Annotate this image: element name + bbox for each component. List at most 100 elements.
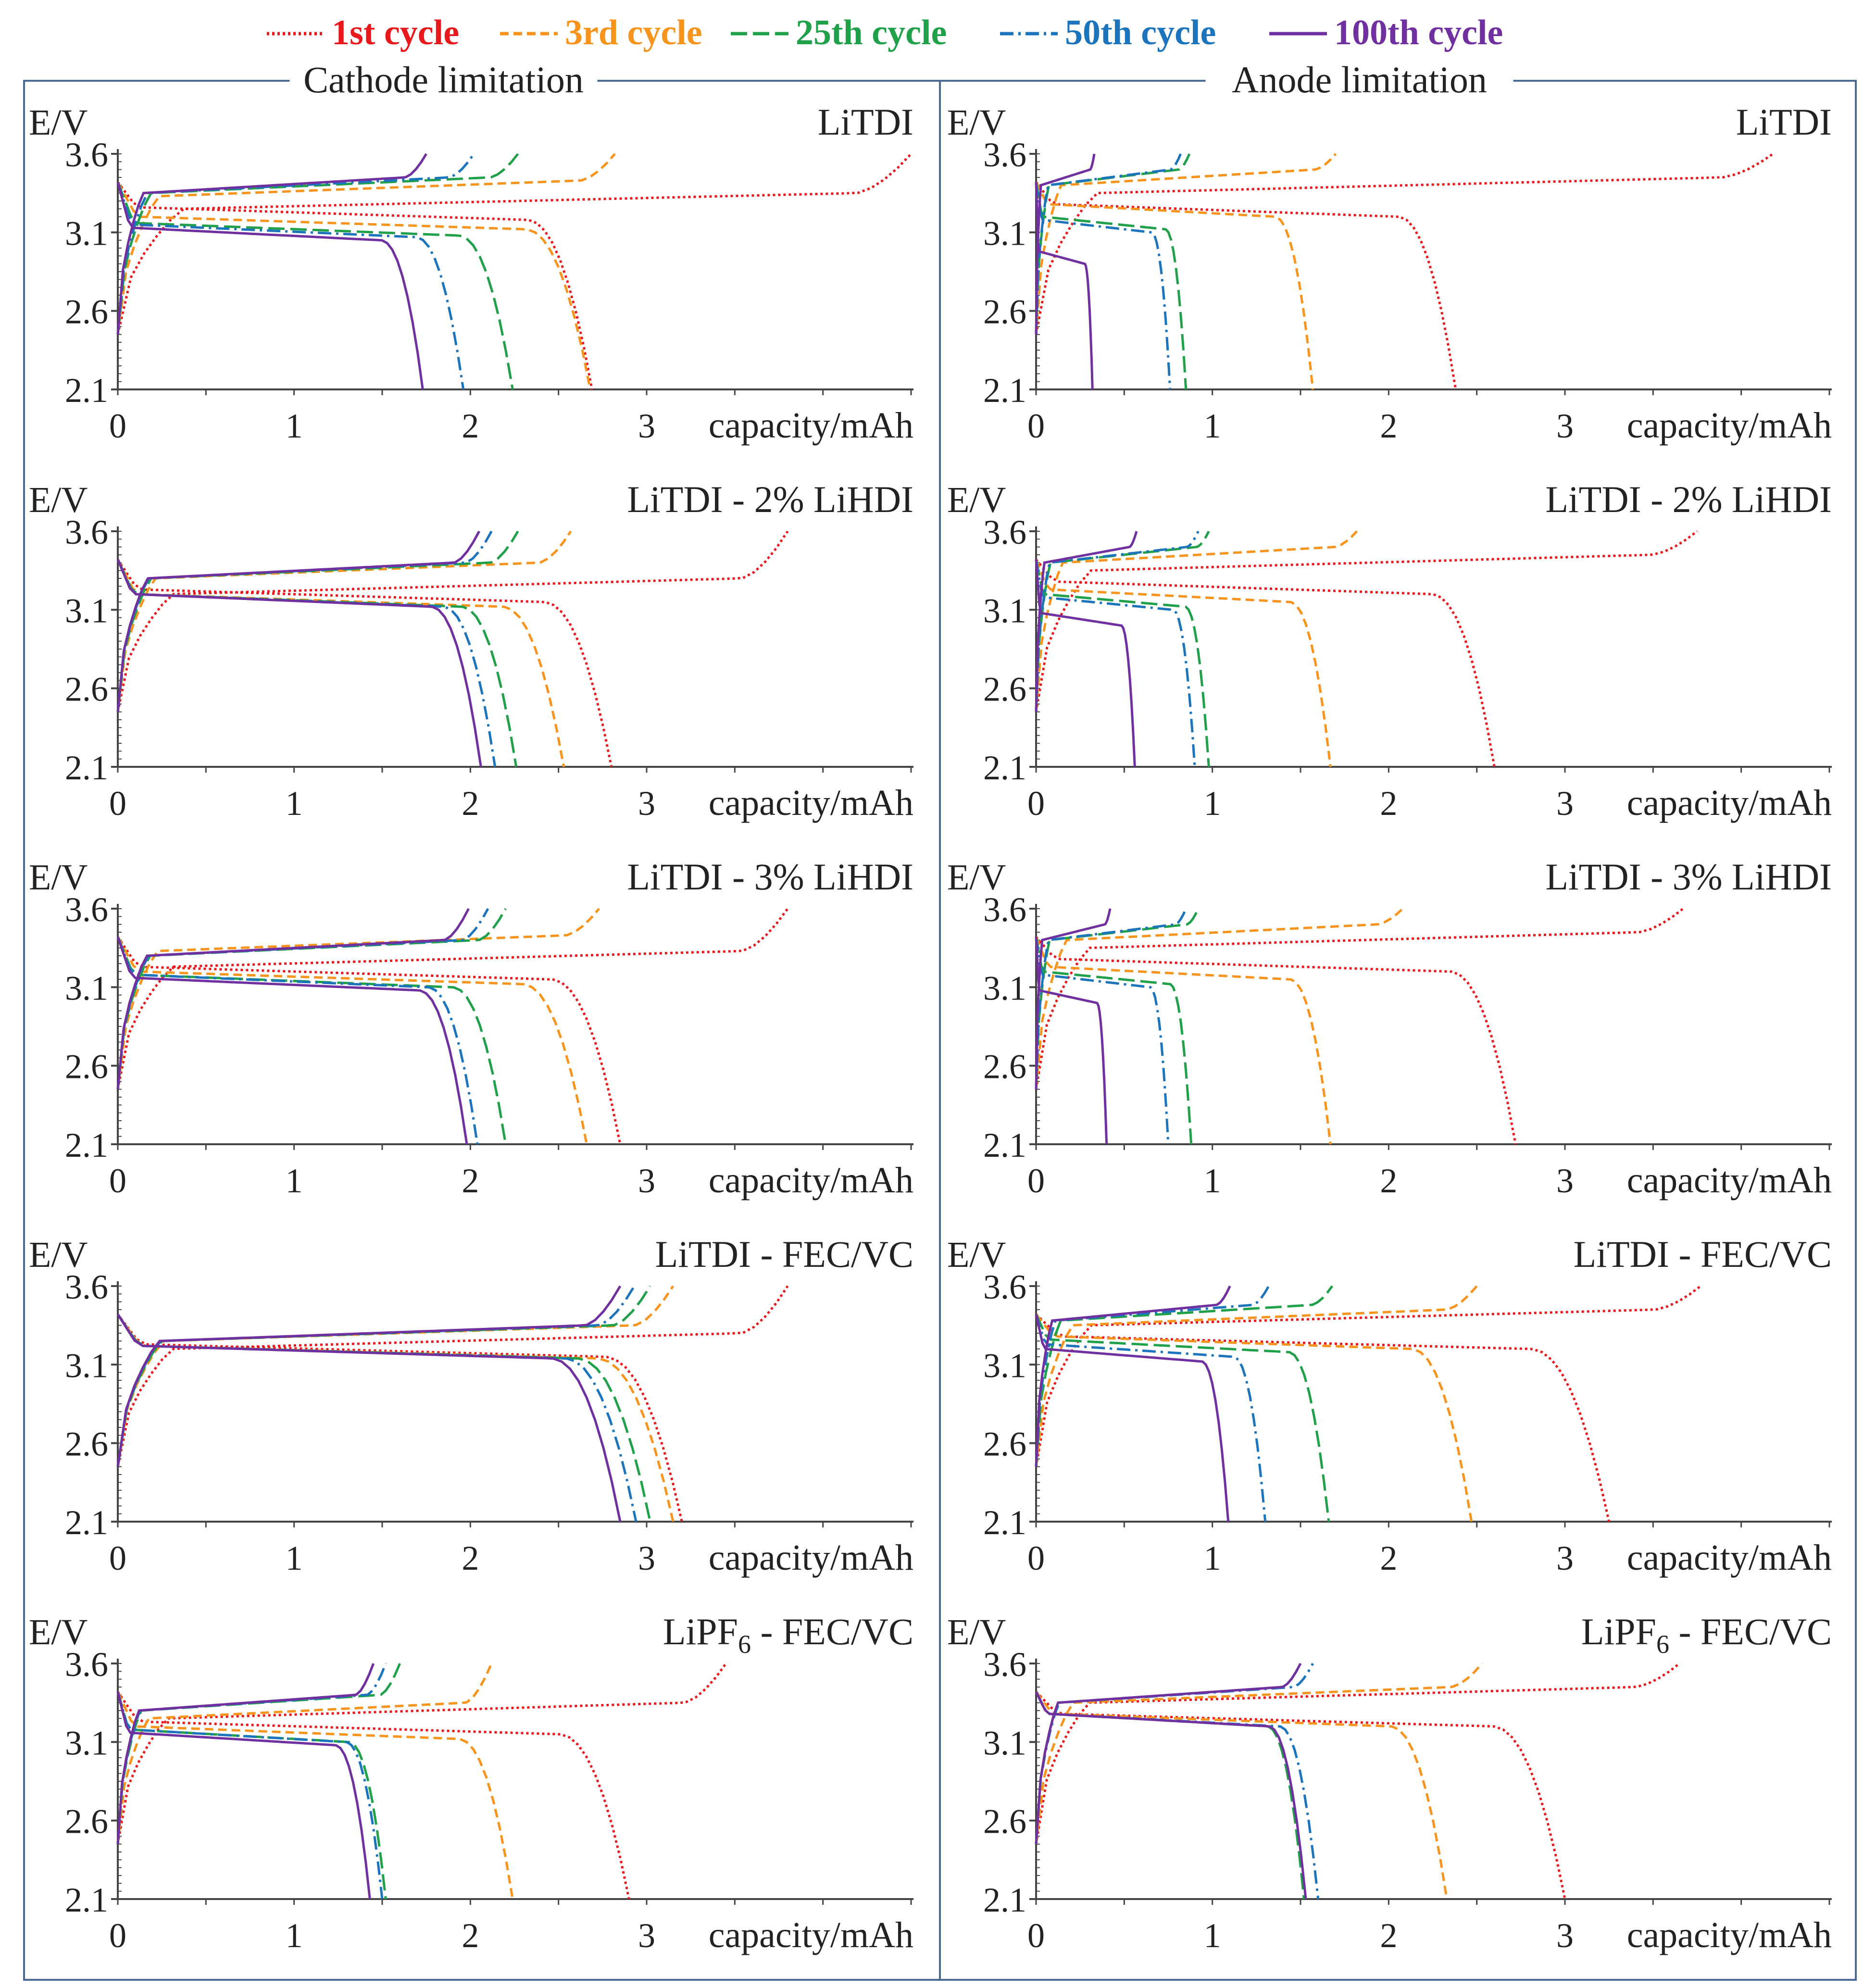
y-tick-label: 3.1 bbox=[65, 1724, 108, 1762]
y-tick-label: 2.6 bbox=[65, 1048, 108, 1086]
discharge-curve bbox=[1035, 182, 1094, 390]
charge-curve bbox=[1035, 908, 1187, 1089]
discharge-curve bbox=[116, 181, 592, 390]
series-1st-cycle bbox=[1035, 152, 1774, 390]
y-axis-label: E/V bbox=[947, 480, 1006, 520]
panel-title: LiTDI - 3% LiHDI bbox=[1545, 856, 1832, 898]
series-3rd-cycle bbox=[116, 530, 572, 767]
discharge-curve bbox=[1035, 937, 1193, 1145]
x-tick-label: 0 bbox=[109, 1162, 126, 1200]
series-1st-cycle bbox=[116, 908, 789, 1145]
discharge-curve bbox=[1035, 182, 1188, 390]
panel-title: LiTDI bbox=[818, 101, 913, 143]
y-tick-label: 3.6 bbox=[65, 890, 108, 929]
series-50th-cycle bbox=[116, 153, 475, 390]
y-tick-label: 3.6 bbox=[65, 513, 108, 551]
charge-curve bbox=[1035, 1285, 1231, 1467]
discharge-curve bbox=[117, 181, 593, 390]
x-tick-label: 3 bbox=[638, 1916, 655, 1955]
discharge-curve bbox=[116, 182, 424, 390]
series-100th-cycle bbox=[116, 530, 482, 767]
series-25th-cycle bbox=[1035, 908, 1200, 1145]
series-50th-cycle bbox=[1035, 1663, 1320, 1900]
charge-curve bbox=[116, 153, 475, 335]
charge-curve bbox=[1035, 908, 1112, 1089]
discharge-curve bbox=[116, 936, 622, 1145]
series-100th-cycle bbox=[116, 153, 427, 390]
y-tick-label: 2.6 bbox=[65, 1802, 108, 1841]
column-frames: Cathode limitation Anode limitation bbox=[23, 59, 1857, 1981]
charge-curve bbox=[116, 1663, 493, 1844]
charge-curve bbox=[116, 1663, 401, 1844]
x-tick-label: 1 bbox=[1204, 407, 1221, 445]
panel-title: LiTDI - FEC/VC bbox=[1574, 1233, 1832, 1275]
discharge-curve bbox=[116, 181, 514, 390]
series-50th-cycle bbox=[116, 1663, 387, 1900]
x-tick-label: 1 bbox=[1204, 1539, 1221, 1577]
charge-curve bbox=[116, 908, 789, 1090]
x-tick-label: 1 bbox=[1204, 784, 1221, 823]
x-axis-label: capacity/mAh bbox=[1627, 405, 1832, 446]
charge-curve bbox=[1035, 530, 1200, 712]
discharge-curve bbox=[1035, 937, 1170, 1145]
x-tick-label: 1 bbox=[286, 784, 303, 823]
charge-curve bbox=[1035, 530, 1358, 712]
y-tick-label: 3.6 bbox=[983, 890, 1026, 929]
series-3rd-cycle bbox=[116, 908, 600, 1145]
discharge-curve bbox=[1035, 937, 1108, 1145]
discharge-curve bbox=[116, 936, 507, 1145]
charge-curve bbox=[116, 530, 480, 712]
y-tick-label: 2.6 bbox=[65, 1425, 108, 1463]
x-tick-label: 1 bbox=[286, 1539, 303, 1577]
x-tick-label: 0 bbox=[1027, 784, 1045, 823]
discharge-curve bbox=[1035, 559, 1210, 767]
charge-curve bbox=[116, 1285, 622, 1467]
x-tick-label: 0 bbox=[1027, 1162, 1045, 1200]
discharge-curve bbox=[116, 936, 588, 1145]
discharge-curve bbox=[116, 1313, 622, 1522]
charge-curve bbox=[116, 1285, 651, 1467]
charge-curve bbox=[1035, 1285, 1334, 1467]
x-tick-label: 2 bbox=[462, 1162, 479, 1200]
panel-anode-lipf6-fec-vc: 3.6 3.1 2.6 2.10 1 2 3 E/V capacity/mAh LiPF6 - F… bbox=[947, 1611, 1832, 1955]
series-50th-cycle bbox=[1035, 1285, 1270, 1522]
panel-title: LiTDI - 3% LiHDI bbox=[627, 856, 913, 898]
panel-title: LiTDI - 2% LiHDI bbox=[1545, 478, 1832, 520]
discharge-curve bbox=[116, 936, 468, 1145]
discharge-curve bbox=[1035, 181, 1314, 390]
y-tick-label: 3.6 bbox=[983, 513, 1026, 551]
x-axis-label: capacity/mAh bbox=[709, 1160, 913, 1200]
discharge-curve bbox=[116, 1691, 630, 1900]
y-tick-label: 2.1 bbox=[983, 1881, 1026, 1919]
charge-curve bbox=[116, 153, 912, 335]
legend-label: 1st cycle bbox=[332, 13, 459, 52]
y-tick-label: 3.1 bbox=[983, 1724, 1026, 1762]
series-50th-cycle bbox=[1035, 908, 1187, 1145]
y-axis-label: E/V bbox=[29, 102, 88, 143]
panel-cathode-litdi-fec-vc: 3.6 3.1 2.6 2.10 1 2 3 E/V capacity/mAh LiTDI - F… bbox=[29, 1233, 913, 1578]
y-axis-label: E/V bbox=[29, 1612, 88, 1652]
charge-curve bbox=[1035, 153, 1337, 335]
x-tick-label: 3 bbox=[1556, 407, 1574, 445]
series-100th-cycle bbox=[1035, 908, 1112, 1145]
y-tick-label: 2.1 bbox=[65, 1881, 108, 1919]
discharge-curve bbox=[1035, 936, 1332, 1145]
y-tick-label: 2.6 bbox=[983, 1425, 1026, 1463]
y-tick-label: 3.1 bbox=[983, 1346, 1026, 1385]
charge-curve bbox=[1035, 1285, 1478, 1467]
y-tick-label: 2.6 bbox=[65, 293, 108, 331]
charge-curve bbox=[1035, 1663, 1314, 1844]
y-tick-label: 3.6 bbox=[983, 136, 1026, 174]
y-tick-label: 2.1 bbox=[983, 749, 1026, 787]
y-axis-label: E/V bbox=[29, 480, 88, 520]
series-100th-cycle bbox=[116, 1663, 375, 1900]
y-axis-label: E/V bbox=[947, 1612, 1006, 1652]
x-tick-label: 0 bbox=[1027, 407, 1045, 445]
discharge-curve bbox=[1035, 1313, 1473, 1522]
series-50th-cycle bbox=[116, 1285, 638, 1522]
legend-item-3rd-cycle: 3rd cycle bbox=[500, 13, 702, 52]
series-3rd-cycle bbox=[1035, 908, 1404, 1145]
legend: 1st cycle 3rd cycle 25th cycle 50th cycle 10… bbox=[267, 13, 1503, 52]
discharge-curve bbox=[1035, 1691, 1448, 1900]
